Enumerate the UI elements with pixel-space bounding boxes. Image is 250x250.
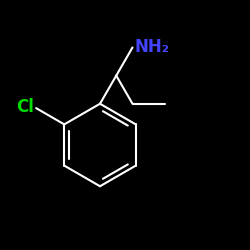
Text: NH₂: NH₂ xyxy=(135,38,170,56)
Text: Cl: Cl xyxy=(16,98,34,116)
